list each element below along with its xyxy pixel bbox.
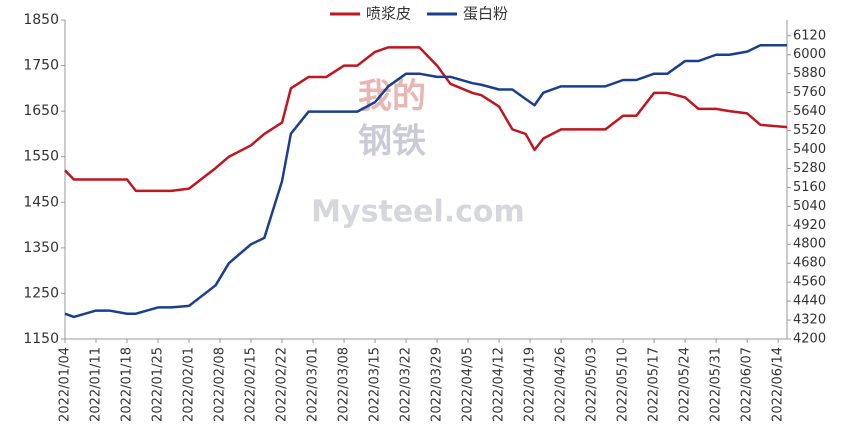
y-tick-label: 1250 (23, 285, 59, 301)
x-tick-label: 2022/04/05 (461, 347, 476, 422)
y-tick-label: 1650 (23, 103, 59, 119)
x-tick-label: 2022/03/08 (337, 347, 352, 422)
x-tick-label: 2022/01/04 (58, 347, 73, 422)
series-line (64, 44, 787, 319)
y-tick-label: 1350 (23, 240, 59, 256)
y2-tick-label: 5520 (793, 123, 826, 138)
x-tick-label: 2022/05/24 (678, 347, 693, 422)
x-tick-label: 2022/03/22 (399, 347, 414, 422)
x-tick-label: 2022/03/01 (306, 347, 321, 422)
y2-tick-label: 5400 (793, 142, 826, 157)
y2-tick-label: 6000 (793, 47, 826, 62)
y2-tick-label: 6120 (793, 28, 826, 43)
x-tick-label: 2022/04/26 (554, 347, 569, 422)
series-line (64, 46, 788, 193)
y-tick-label: 1450 (23, 194, 59, 210)
x-tick-label: 2022/03/15 (368, 347, 383, 422)
y-tick-label: 1750 (23, 58, 59, 74)
x-tick-label: 2022/05/03 (585, 347, 600, 422)
legend-label: 喷浆皮 (366, 5, 411, 23)
x-tick-label: 2022/04/12 (492, 347, 507, 422)
y2-tick-label: 4800 (793, 237, 826, 252)
x-tick-label: 2022/06/07 (740, 347, 755, 422)
x-tick-label: 2022/05/31 (709, 347, 724, 422)
x-tick-label: 2022/02/08 (213, 347, 228, 422)
x-tick-label: 2022/02/15 (244, 347, 259, 422)
x-tick-label: 2022/02/22 (275, 347, 290, 422)
y2-tick-label: 4440 (793, 294, 826, 309)
y2-tick-label: 5040 (793, 199, 826, 214)
x-tick-label: 2022/04/19 (523, 347, 538, 422)
y2-tick-label: 5640 (793, 104, 826, 119)
y-tick-label: 1850 (23, 12, 59, 28)
x-tick-label: 2022/06/14 (771, 347, 786, 422)
y2-tick-label: 4560 (793, 275, 826, 290)
x-tick-label: 2022/05/17 (647, 347, 662, 422)
x-tick-label: 2022/05/10 (616, 347, 631, 422)
y2-tick-label: 4200 (793, 332, 826, 347)
watermark: Mysteel.com (311, 195, 525, 230)
x-tick-label: 2022/01/18 (120, 347, 135, 422)
x-tick-label: 2022/02/01 (182, 347, 197, 422)
y-tick-label: 1550 (23, 149, 59, 165)
y2-tick-label: 5880 (793, 66, 826, 81)
y2-tick-label: 5760 (793, 85, 826, 100)
x-tick-label: 2022/01/25 (151, 347, 166, 422)
y2-tick-label: 4680 (793, 256, 826, 271)
watermark: 钢铁 (358, 122, 426, 162)
y-tick-label: 1150 (23, 331, 59, 347)
x-tick-label: 2022/01/11 (89, 347, 104, 422)
y2-tick-label: 4320 (793, 313, 826, 328)
y2-tick-label: 4920 (793, 218, 826, 233)
y2-tick-label: 5160 (793, 180, 826, 195)
x-tick-label: 2022/03/29 (430, 347, 445, 422)
y2-tick-label: 5280 (793, 161, 826, 176)
legend-label: 蛋白粉 (463, 5, 508, 23)
